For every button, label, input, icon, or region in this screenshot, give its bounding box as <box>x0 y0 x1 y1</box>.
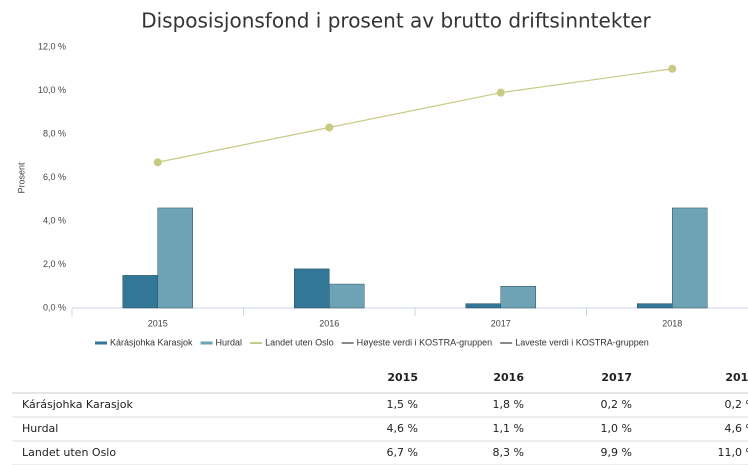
table-cell: 0,2 % <box>601 398 632 411</box>
table-cell: 4,6 % <box>725 422 748 435</box>
table-header: 2017 <box>601 371 632 384</box>
y-tick-label: 4,0 % <box>43 215 66 225</box>
x-tick-label: 2016 <box>319 318 339 328</box>
table-header: 2018 <box>725 371 748 384</box>
legend-label: Kárásjohka Karasjok <box>110 337 193 347</box>
y-tick-label: 10,0 % <box>38 85 66 95</box>
y-tick-label: 2,0 % <box>43 259 66 269</box>
table-cell: 11,0 % <box>718 446 748 459</box>
bar <box>465 303 501 309</box>
line-point <box>496 88 505 97</box>
y-tick-label: 8,0 % <box>43 128 66 138</box>
legend-label: Landet uten Oslo <box>265 337 334 347</box>
table-cell: 6,7 % <box>387 446 418 459</box>
y-axis-label: Prosent <box>16 162 26 194</box>
bar <box>500 286 536 309</box>
y-tick-label: 12,0 % <box>38 41 66 51</box>
x-tick-label: 2017 <box>491 318 511 328</box>
y-tick-label: 0,0 % <box>43 302 66 312</box>
bar <box>329 283 365 309</box>
line-point <box>153 158 162 167</box>
legend-label: Laveste verdi i KOSTRA-gruppen <box>515 337 649 347</box>
table-cell: 1,8 % <box>493 398 524 411</box>
x-tick-label: 2015 <box>148 318 168 328</box>
x-tick-label: 2018 <box>662 318 682 328</box>
bar <box>122 275 158 309</box>
bar <box>157 207 193 309</box>
line <box>157 68 673 163</box>
line-point <box>325 123 334 132</box>
table-row-label: Kárásjohka Karasjok <box>22 398 133 411</box>
bar <box>637 303 673 309</box>
table-cell: 1,1 % <box>493 422 524 435</box>
y-tick-label: 6,0 % <box>43 172 66 182</box>
table-row-label: Landet uten Oslo <box>22 446 116 459</box>
table-cell: 1,5 % <box>387 398 418 411</box>
legend-label: Hurdal <box>216 337 243 347</box>
table-row-label: Hurdal <box>22 422 58 435</box>
table-header: 2016 <box>493 371 524 384</box>
table-cell: 0,2 % <box>725 398 748 411</box>
table-cell: 4,6 % <box>387 422 418 435</box>
table-header: 2015 <box>387 371 418 384</box>
table-cell: 9,9 % <box>601 446 632 459</box>
chart-title: Disposisjonsfond i prosent av brutto dri… <box>141 9 651 33</box>
line-point <box>668 64 677 73</box>
bar <box>294 268 330 309</box>
bar <box>672 207 708 309</box>
table-cell: 8,3 % <box>493 446 524 459</box>
legend-label: Høyeste verdi i KOSTRA-gruppen <box>357 337 493 347</box>
table-cell: 1,0 % <box>601 422 632 435</box>
